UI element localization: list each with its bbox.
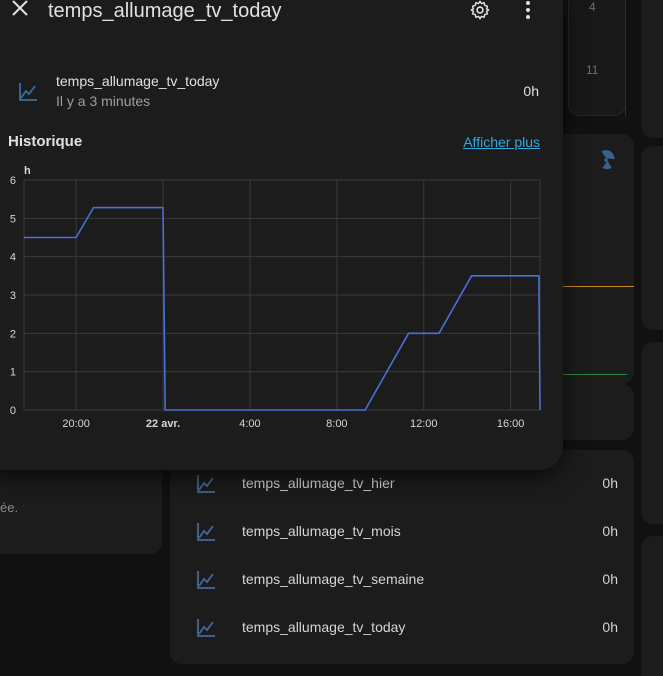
close-icon bbox=[11, 0, 29, 22]
dialog-title: temps_allumage_tv_today bbox=[48, 0, 282, 22]
calendar-day-number: 11 bbox=[586, 63, 599, 77]
x-tick-label: 8:00 bbox=[326, 418, 347, 430]
gear-icon bbox=[469, 0, 491, 26]
x-tick-label: 12:00 bbox=[410, 418, 438, 430]
dots-vertical-icon bbox=[525, 0, 531, 25]
x-tick-label: 16:00 bbox=[497, 418, 525, 430]
radioactive-icon bbox=[595, 149, 617, 171]
green-graph-line bbox=[563, 374, 627, 375]
chart-line-icon bbox=[194, 520, 218, 544]
chart-line-icon bbox=[194, 472, 218, 496]
x-tick-label: 4:00 bbox=[239, 418, 260, 430]
calendar-side-card bbox=[641, 0, 663, 138]
history-title: Historique bbox=[8, 133, 83, 150]
entity-value: 0h bbox=[602, 475, 618, 491]
close-button[interactable] bbox=[0, 0, 40, 30]
y-tick-label: 6 bbox=[10, 175, 16, 187]
y-tick-label: 4 bbox=[10, 252, 16, 264]
entity-name: temps_allumage_tv_today bbox=[56, 73, 220, 89]
y-tick-label: 2 bbox=[10, 328, 16, 340]
y-tick-label: 5 bbox=[10, 213, 16, 225]
x-tick-label: 20:00 bbox=[62, 418, 90, 430]
menu-button[interactable] bbox=[508, 0, 548, 32]
entity-state: 0h bbox=[523, 83, 539, 99]
entity-name: temps_allumage_tv_semaine bbox=[242, 571, 425, 587]
right-edge-card bbox=[641, 342, 663, 524]
calendar-gridline bbox=[625, 0, 626, 116]
entity-row[interactable]: temps_allumage_tv_mois 0h bbox=[170, 508, 634, 556]
partial-text: ée. bbox=[0, 500, 19, 515]
history-chart: 0 1 2 3 4 5 6 20:00 22 avr. 4:00 8:00 12:00 16:00 h bbox=[10, 165, 541, 430]
chart-line-icon bbox=[194, 568, 218, 592]
y-tick-label: 0 bbox=[10, 405, 16, 417]
y-axis-label: h bbox=[24, 165, 31, 177]
entity-name: temps_allumage_tv_today bbox=[242, 619, 406, 635]
y-tick-label: 1 bbox=[10, 367, 16, 379]
orange-graph-line bbox=[563, 286, 634, 287]
y-tick-label: 3 bbox=[10, 290, 16, 302]
dialog-content: temps_allumage_tv_today temps_allumage_t… bbox=[0, 0, 548, 430]
entities-card: temps_allumage_tv_hier 0h temps_allumage… bbox=[170, 450, 634, 664]
more-info-dialog: temps_allumage_tv_today temps_allumage_t… bbox=[0, 0, 563, 470]
chart-line-icon bbox=[194, 616, 218, 640]
entity-row[interactable]: temps_allumage_tv_hier 0h bbox=[170, 460, 634, 508]
entity-value: 0h bbox=[602, 619, 618, 635]
calendar-day-number: 4 bbox=[589, 0, 596, 14]
entity-name: temps_allumage_tv_mois bbox=[242, 523, 401, 539]
chart-line-icon bbox=[16, 80, 40, 104]
right-edge-card bbox=[641, 146, 663, 330]
entity-name: temps_allumage_tv_hier bbox=[242, 475, 395, 491]
calendar-card bbox=[568, 0, 626, 116]
entity-value: 0h bbox=[602, 523, 618, 539]
entity-row[interactable]: temps_allumage_tv_today 0h bbox=[170, 604, 634, 652]
last-changed: Il y a 3 minutes bbox=[56, 93, 151, 109]
series-line bbox=[24, 206, 541, 411]
x-tick-label: 22 avr. bbox=[146, 418, 180, 430]
settings-button[interactable] bbox=[460, 0, 500, 32]
entity-value: 0h bbox=[602, 571, 618, 587]
entity-row[interactable]: temps_allumage_tv_semaine 0h bbox=[170, 556, 634, 604]
right-edge-card bbox=[641, 536, 663, 676]
show-more-link[interactable]: Afficher plus bbox=[463, 134, 540, 150]
